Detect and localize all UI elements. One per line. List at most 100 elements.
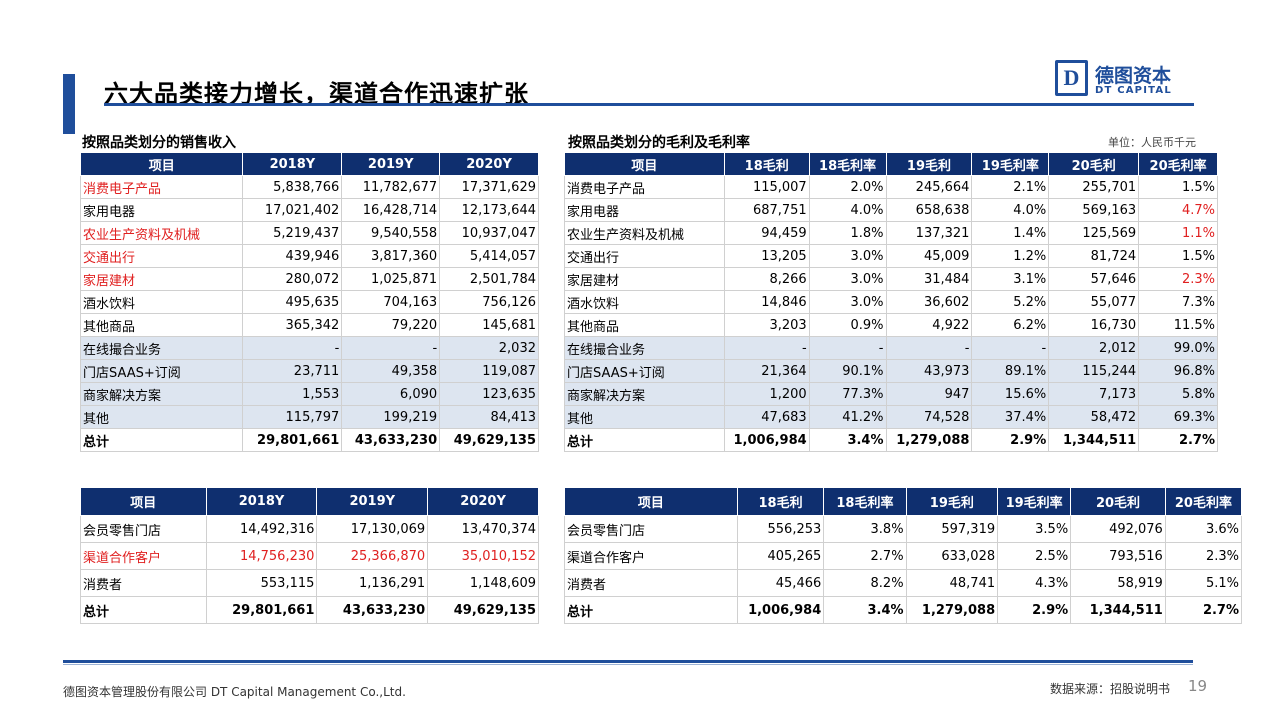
column-header: 18毛利 [723, 152, 810, 176]
revenue-section-title: 按照品类划分的销售收入 [82, 135, 236, 151]
row-label: 在线撮合业务 [79, 336, 244, 360]
table-cell: 90.1% [809, 359, 887, 383]
table-cell: 5.2% [971, 290, 1050, 314]
footer-divider [63, 660, 1193, 663]
table-cell: 119,087 [439, 359, 539, 383]
row-label: 农业生产资料及机械 [564, 221, 725, 245]
table-cell: 10,937,047 [439, 221, 539, 245]
row-label: 会员零售门店 [80, 515, 207, 543]
table-row: 其他商品 3,203 0.9% 4,922 6.2% 16,730 11.5% [564, 313, 1218, 337]
table-cell: 35,010,152 [427, 542, 539, 570]
table-cell: 1.5% [1138, 175, 1218, 199]
table-cell: 495,635 [242, 290, 343, 314]
table-cell: 14,492,316 [206, 515, 318, 543]
table-cell: 77.3% [809, 382, 887, 406]
table-cell: 17,021,402 [242, 198, 343, 222]
margin-by-channel-table: 项目 18毛利 18毛利率 19毛利 19毛利率 20毛利 20毛利率 会员零售门店 556,2… [564, 487, 1243, 624]
table-cell: 3,203 [724, 313, 810, 337]
table-cell: 7,173 [1048, 382, 1140, 406]
row-label: 消费者 [80, 569, 207, 597]
table-cell: 9,540,558 [341, 221, 441, 245]
column-header: 19毛利率 [997, 487, 1072, 516]
row-label: 在线撮合业务 [564, 336, 725, 360]
table-cell: 553,115 [206, 569, 318, 597]
table-row: 渠道合作客户 14,756,230 25,366,870 35,010,152 [80, 542, 539, 570]
table-cell: 1.4% [971, 221, 1050, 245]
table-cell: 569,163 [1048, 198, 1140, 222]
table-cell: - [341, 336, 441, 360]
table-cell: 47,683 [724, 405, 810, 429]
table-cell: 255,701 [1048, 175, 1140, 199]
table-cell: 23,711 [242, 359, 343, 383]
table-cell: 96.8% [1138, 359, 1218, 383]
table-cell: 31,484 [886, 267, 973, 291]
column-header: 20毛利 [1048, 152, 1140, 176]
table-cell: 1,006,984 [724, 428, 810, 452]
table-cell: - [724, 336, 810, 360]
table-cell: 245,664 [886, 175, 973, 199]
table-row: 农业生产资料及机械 94,459 1.8% 137,321 1.4% 125,569 1.1… [564, 221, 1218, 245]
table-row: 家居建材 280,072 1,025,871 2,501,784 [79, 267, 539, 291]
table-cell: 99.0% [1138, 336, 1218, 360]
table-cell: 2.9% [997, 596, 1072, 624]
row-label: 渠道合作客户 [80, 542, 207, 570]
table-cell: 13,470,374 [427, 515, 539, 543]
table-cell: 8.2% [823, 569, 907, 597]
table-cell: 1,136,291 [316, 569, 429, 597]
table-header-row: 项目 2018Y 2019Y 2020Y [79, 152, 539, 176]
revenue-by-category-table: 项目 2018Y 2019Y 2020Y 消费电子产品 5,838,766 11,782,6… [79, 152, 539, 452]
table-row: 商家解决方案 1,200 77.3% 947 15.6% 7,173 5.8% [564, 382, 1218, 406]
table-cell: 658,638 [886, 198, 973, 222]
table-cell: 123,635 [439, 382, 539, 406]
table-cell: 58,472 [1048, 405, 1140, 429]
title-underline [104, 103, 1194, 106]
row-label: 总计 [564, 596, 738, 624]
logo-cn-text: 德图资本 [1095, 65, 1172, 87]
table-cell: 11,782,677 [341, 175, 441, 199]
table-cell: 633,028 [906, 542, 999, 570]
table-cell: 21,364 [724, 359, 810, 383]
table-row: 在线撮合业务 - - - -2,012 99.0% [564, 336, 1218, 360]
row-label: 消费者 [564, 569, 738, 597]
table-row: 家居建材 8,266 3.0% 31,484 3.1% 57,646 2.3% [564, 267, 1218, 291]
table-row: 其他 115,797 199,219 84,413 [79, 405, 539, 429]
table-cell: 1,006,984 [737, 596, 825, 624]
table-header-row: 项目 2018Y 2019Y 2020Y [80, 487, 539, 516]
margin-by-category-table: 项目 18毛利 18毛利率 19毛利 19毛利率 20毛利 20毛利率 消费电子产品 115,0… [564, 152, 1218, 452]
table-cell: 1,344,511 [1048, 428, 1140, 452]
table-cell: 13,205 [724, 244, 810, 268]
table-cell: 556,253 [737, 515, 825, 543]
table-cell: 8,266 [724, 267, 810, 291]
table-cell: 7.3% [1138, 290, 1218, 314]
table-cell: 17,371,629 [439, 175, 539, 199]
table-cell: 280,072 [242, 267, 343, 291]
table-cell: 687,751 [724, 198, 810, 222]
table-row: 酒水饮料 14,846 3.0% 36,602 5.2% 55,077 7.3% [564, 290, 1218, 314]
table-cell: 11.5% [1138, 313, 1218, 337]
table-cell: 2,012 [1048, 336, 1140, 360]
table-row: 消费电子产品 115,007 2.0% 245,664 2.1% 255,701 1.5% [564, 175, 1218, 199]
table-cell: 79,220 [341, 313, 441, 337]
table-cell: 145,681 [439, 313, 539, 337]
table-row: 消费者 45,466 8.2% 48,741 4.3% 58,919 5.1% [564, 569, 1243, 597]
table-cell: 5,219,437 [242, 221, 343, 245]
table-cell: 14,756,230 [206, 542, 318, 570]
table-cell: 5,414,057 [439, 244, 539, 268]
row-label: 其他 [79, 405, 244, 429]
column-header: 项目 [564, 487, 738, 516]
table-cell: 89.1% [971, 359, 1050, 383]
table-cell: 137,321 [886, 221, 973, 245]
table-cell: - [809, 336, 887, 360]
table-cell: 4,922 [886, 313, 973, 337]
table-cell: 45,009 [886, 244, 973, 268]
table-cell: 1.8% [809, 221, 887, 245]
table-cell: 5.1% [1165, 569, 1243, 597]
table-cell: 4.0% [809, 198, 887, 222]
column-header: 19毛利 [885, 152, 973, 176]
table-cell: - [886, 336, 973, 360]
row-label: 家居建材 [79, 267, 244, 291]
table-cell: 81,724 [1048, 244, 1140, 268]
column-header: 18毛利率 [823, 487, 907, 516]
table-row: 总计 29,801,661 43,633,230 49,629,135 [80, 596, 539, 624]
table-cell: 14,846 [724, 290, 810, 314]
